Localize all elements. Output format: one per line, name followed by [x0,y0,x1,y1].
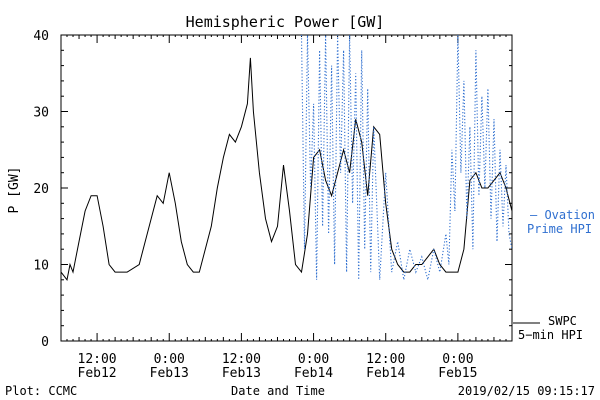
x-tick-label-time: 12:00 [78,352,117,367]
x-tick-label-time: 12:00 [222,352,261,367]
plot-timestamp: 2019/02/15 09:15:17 [458,384,595,398]
x-tick-label-time: 0:00 [154,352,185,367]
y-axis-label: P [GW] [7,167,22,214]
x-tick-label-time: 0:00 [298,352,329,367]
plot-credit: Plot: CCMC [5,384,77,398]
y-tick-label: 0 [41,335,49,350]
x-tick-label-date: Feb14 [294,366,333,381]
series-line-swpc [61,57,512,281]
x-tick-label-date: Feb13 [222,366,261,381]
y-tick-label: 20 [33,182,49,197]
swpc-legend-line1: SWPC [548,314,577,328]
x-tick-label-date: Feb14 [366,366,405,381]
x-tick-label-date: Feb12 [78,366,117,381]
y-tick-label: 10 [33,259,49,274]
x-tick-label-date: Feb15 [438,366,477,381]
y-tick-label: 40 [33,29,49,44]
plot-area: 01020304012:00Feb120:00Feb1312:00Feb130:… [33,29,513,381]
ovation-legend-line2: Prime HPI [527,222,592,236]
swpc-legend-line2: 5−min HPI [518,328,583,342]
y-tick-label: 30 [33,106,49,121]
ovation-legend-line1: — Ovation [530,208,595,222]
x-tick-label-time: 0:00 [442,352,473,367]
x-tick-label-date: Feb13 [150,366,189,381]
x-tick-label-time: 12:00 [366,352,405,367]
chart-title: Hemispheric Power [GW] [186,13,385,31]
x-axis-label: Date and Time [231,384,325,398]
